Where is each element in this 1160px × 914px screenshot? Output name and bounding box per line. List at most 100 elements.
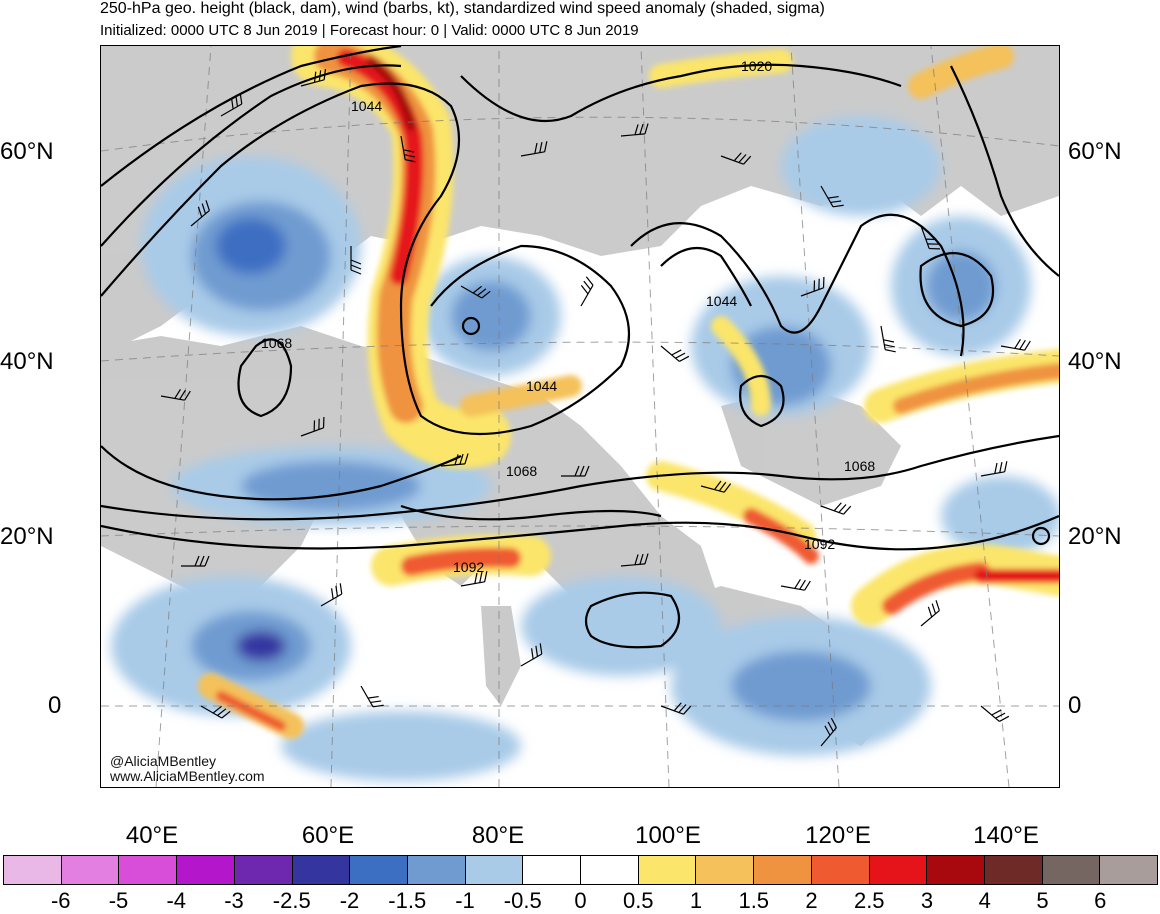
colorbar-segment (811, 856, 870, 884)
wind-barb (620, 553, 649, 567)
colorbar-tick-label: -0.5 (503, 888, 542, 913)
colorbar-tick-label: 2 (805, 888, 818, 913)
colorbar-tick-label: 2.5 (853, 888, 885, 913)
wind-barb (360, 685, 384, 708)
colorbar-segment (523, 856, 582, 884)
chart-title: 250-hPa geo. height (black, dam), wind (… (100, 0, 825, 17)
colorbar-segment (696, 856, 755, 884)
wind-barb (920, 225, 940, 250)
colorbar-tick-label: -6 (50, 888, 71, 913)
wind-barb (440, 453, 469, 467)
lon-label: 100°E (635, 822, 701, 849)
lon-label: 40°E (125, 822, 179, 849)
colorbar-tick-label: 0 (574, 888, 587, 913)
colorbar-segment (177, 856, 235, 884)
lat-label-right: 60°N (1068, 138, 1122, 165)
colorbar-tick-label: -5 (108, 888, 129, 913)
colorbar-tick-label: -1.5 (388, 888, 427, 913)
contour-label: 1068 (506, 463, 537, 479)
colorbar-segment (927, 856, 985, 884)
wind-barb (1000, 338, 1031, 351)
colorbar-segment (638, 856, 697, 884)
contour-label: 1044 (706, 293, 737, 309)
lat-label-left: 20°N (0, 523, 54, 550)
lon-label: 80°E (471, 822, 525, 849)
colorbar-tick-label: -2.5 (272, 888, 311, 913)
lon-label: 120°E (805, 822, 871, 849)
colorbar (3, 855, 1158, 885)
wind-barb (660, 702, 692, 715)
contour-label: 1092 (804, 536, 835, 552)
colorbar-segment (984, 856, 1043, 884)
wind-barb (780, 578, 811, 591)
wind-barb (220, 93, 243, 117)
wind-barb (320, 583, 343, 607)
colorbar-tick-label: 1.5 (738, 888, 770, 913)
watermark-site: www.AliciaMBentley.com (110, 768, 265, 784)
colorbar-tick-label: -1 (455, 888, 475, 913)
colorbar-tick-label: -2 (339, 888, 360, 913)
wind-barb (820, 185, 844, 208)
wind-barb (300, 417, 325, 437)
wind-barb (350, 246, 362, 275)
map-panel[interactable]: 1020 1044 1044 1044 1068 1068 1068 1092 … (100, 45, 1060, 788)
contour-label: 1092 (453, 559, 484, 575)
wind-barb (800, 277, 825, 297)
colorbar-segment (234, 856, 293, 884)
colorbar-segment (407, 856, 466, 884)
colorbar-segment (465, 856, 524, 884)
wind-barb (200, 705, 231, 719)
contour-labels: 1020 1044 1044 1044 1068 1068 1068 1092 … (261, 58, 875, 575)
colorbar-segment (119, 856, 178, 884)
colorbar-segment (350, 856, 408, 884)
wind-barb (700, 480, 732, 493)
wind-barb (980, 705, 1010, 722)
wind-barb (580, 276, 594, 307)
colorbar-tick-label: 6 (1094, 888, 1107, 913)
colorbar-segment (61, 856, 120, 884)
colorbar-tick-label: -3 (224, 888, 244, 913)
lon-label: 60°E (301, 822, 355, 849)
height-contours (101, 46, 1059, 649)
wind-barb (300, 69, 327, 87)
lat-label-right: 20°N (1068, 523, 1122, 550)
lon-label: 140°E (973, 822, 1039, 849)
positive-anomaly-shading (198, 46, 1059, 739)
wind-barb (820, 717, 837, 747)
wind-barb (460, 285, 491, 299)
map-canvas: 1020 1044 1044 1044 1068 1068 1068 1092 … (101, 46, 1059, 787)
colorbar-segment (4, 856, 62, 884)
wind-barb (400, 135, 416, 163)
wind-barbs (160, 69, 1031, 747)
colorbar-segment (869, 856, 928, 884)
lat-label-left: 40°N (0, 348, 54, 375)
wind-barb (160, 388, 191, 401)
wind-barb (820, 502, 852, 515)
wind-barb (561, 465, 590, 477)
colorbar-tick-label: 4 (978, 888, 991, 913)
watermark-handle: @AliciaMBentley (110, 753, 217, 769)
colorbar-tick-label: 3 (920, 888, 934, 913)
colorbar-tick-label: -4 (166, 888, 187, 913)
negative-anomaly-shading (111, 116, 1059, 781)
colorbar-segment (581, 856, 639, 884)
lat-label-right: 0 (1068, 692, 1082, 719)
colorbar-segment (1100, 856, 1158, 884)
contour-label: 1068 (261, 335, 292, 351)
wind-barb (460, 571, 488, 587)
wind-barb (720, 152, 752, 165)
wind-barb (190, 200, 210, 227)
lat-label-right: 40°N (1068, 348, 1122, 375)
graticule (101, 46, 1059, 787)
wind-barb (920, 600, 940, 627)
contour-label: 1044 (351, 98, 382, 114)
colorbar-segment (754, 856, 812, 884)
wind-barb (181, 555, 210, 567)
colorbar-tick-label: 1 (689, 888, 703, 913)
lat-label-left: 60°N (0, 138, 54, 165)
lat-label-left: 0 (48, 692, 62, 719)
colorbar-segment (292, 856, 351, 884)
chart-subtitle: Initialized: 0000 UTC 8 Jun 2019 | Forec… (100, 22, 639, 39)
colorbar-tick-label: 0.5 (622, 888, 654, 913)
wind-barb (980, 461, 1008, 477)
